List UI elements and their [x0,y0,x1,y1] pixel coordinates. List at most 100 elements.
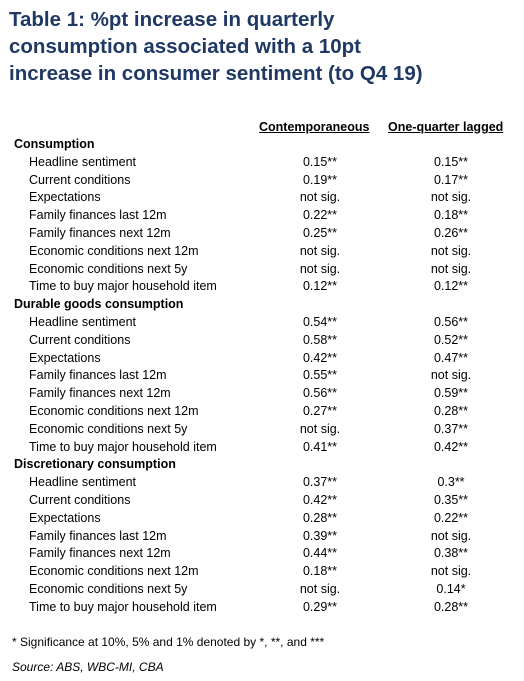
section-title: Durable goods consumption [14,297,184,312]
lagged-value: not sig. [430,261,472,276]
contemporaneous-value: 0.25** [302,225,338,240]
table-row: Family finances last 12m 0.55** not sig. [0,367,524,385]
lagged-value: 0.15** [433,154,469,169]
title-line: increase in consumer sentiment (to Q4 19… [9,62,423,85]
lagged-value: 0.22** [433,510,469,525]
contemporaneous-value: 0.29** [302,599,338,614]
section-title: Consumption [14,137,95,151]
lagged-value: not sig. [430,528,472,543]
table-row: Economic conditions next 12m 0.27** 0.28** [0,403,524,421]
section-header: Discretionary consumption [0,456,524,474]
lagged-value: not sig. [430,243,472,258]
contemporaneous-value: not sig. [299,581,341,596]
table-row: Economic conditions next 12m not sig. not … [0,243,524,261]
table-title: Table 1: %pt increase in quarterly consu… [9,6,519,87]
contemporaneous-value: 0.28** [302,510,338,525]
title-line: consumption associated with a 10pt [9,35,361,58]
row-label: Economic conditions next 12m [29,243,199,258]
contemporaneous-value: not sig. [299,243,341,258]
lagged-value: 0.18** [433,208,469,223]
table-row: Family finances next 12m 0.44** 0.38** [0,545,524,563]
table-row: Current conditions 0.58** 0.52** [0,332,524,350]
contemporaneous-value: 0.55** [302,368,338,383]
contemporaneous-value: 0.42** [302,350,338,365]
table-row: Time to buy major household item 0.41** 0.… [0,439,524,457]
row-label: Family finances last 12m [29,208,167,223]
lagged-value: 0.28** [433,599,469,614]
section-title: Discretionary consumption [14,457,176,472]
table-row: Family finances last 12m 0.22** 0.18** [0,207,524,225]
table-row: Economic conditions next 12m 0.18** not si… [0,563,524,581]
contemporaneous-value: 0.54** [302,314,338,329]
table-row: Headline sentiment 0.15** 0.15** [0,154,524,172]
contemporaneous-value: 0.58** [302,332,338,347]
lagged-value: not sig. [430,564,472,579]
contemporaneous-value: 0.18** [302,564,338,579]
lagged-value: 0.47** [433,350,469,365]
row-label: Family finances last 12m [29,368,167,383]
row-label: Time to buy major household item [29,279,217,294]
contemporaneous-value: 0.15** [302,154,338,169]
contemporaneous-value: 0.56** [302,386,338,401]
table-row: Expectations not sig. not sig. [0,189,524,207]
row-label: Headline sentiment [29,475,137,490]
contemporaneous-value: not sig. [299,421,341,436]
table-row: Headline sentiment 0.54** 0.56** [0,314,524,332]
section-header: Consumption [0,136,524,154]
significance-footnote: * Significance at 10%, 5% and 1% denoted… [12,635,325,649]
contemporaneous-value: not sig. [299,190,341,205]
contemporaneous-value: 0.22** [302,208,338,223]
table-row: Expectations 0.42** 0.47** [0,350,524,368]
lagged-value: 0.59** [433,386,469,401]
table-row: Current conditions 0.42** 0.35** [0,492,524,510]
contemporaneous-value: 0.37** [302,475,338,490]
contemporaneous-value: not sig. [299,261,341,276]
table-row: Economic conditions next 5y not sig. 0.14* [0,581,524,599]
row-label: Economic conditions next 5y [29,581,188,596]
table-row: Economic conditions next 5y not sig. not s… [0,261,524,279]
row-label: Economic conditions next 5y [29,261,188,276]
table-row: Family finances next 12m 0.56** 0.59** [0,385,524,403]
lagged-value: 0.14* [436,581,466,596]
row-label: Expectations [29,510,101,525]
contemporaneous-value: 0.12** [302,279,338,294]
lagged-value: 0.38** [433,546,469,561]
row-label: Economic conditions next 12m [29,403,199,418]
contemporaneous-value: 0.19** [302,172,338,187]
row-label: Family finances next 12m [29,225,171,240]
lagged-value: 0.12** [433,279,469,294]
table-row: Family finances last 12m 0.39** not sig. [0,528,524,546]
contemporaneous-value: 0.44** [302,546,338,561]
contemporaneous-value: 0.42** [302,492,338,507]
table-row: Economic conditions next 5y not sig. 0.37*… [0,421,524,439]
row-label: Current conditions [29,492,131,507]
lagged-value: not sig. [430,368,472,383]
section-header: Durable goods consumption [0,296,524,314]
row-label: Family finances next 12m [29,386,171,401]
table-row: Time to buy major household item 0.12** 0.… [0,278,524,296]
lagged-value: 0.35** [433,492,469,507]
table-row: Time to buy major household item 0.29** 0.… [0,599,524,617]
row-label: Family finances next 12m [29,546,171,561]
table-row: Current conditions 0.19** 0.17** [0,172,524,190]
row-label: Time to buy major household item [29,439,217,454]
title-line: Table 1: %pt increase in quarterly [9,8,335,31]
table-body: Consumption Headline sentiment 0.15** 0.15*… [0,136,524,617]
column-header-contemporaneous: Contemporaneous [259,120,370,134]
lagged-value: not sig. [430,190,472,205]
lagged-value: 0.28** [433,403,469,418]
row-label: Economic conditions next 12m [29,564,199,579]
row-label: Expectations [29,190,101,205]
contemporaneous-value: 0.41** [302,439,338,454]
row-label: Economic conditions next 5y [29,421,188,436]
row-label: Time to buy major household item [29,599,217,614]
lagged-value: 0.42** [433,439,469,454]
lagged-value: 0.17** [433,172,469,187]
lagged-value: 0.52** [433,332,469,347]
row-label: Current conditions [29,172,131,187]
table-row: Family finances next 12m 0.25** 0.26** [0,225,524,243]
lagged-value: 0.37** [433,421,469,436]
source-note: Source: ABS, WBC-MI, CBA [12,660,164,674]
row-label: Current conditions [29,332,131,347]
row-label: Headline sentiment [29,314,137,329]
